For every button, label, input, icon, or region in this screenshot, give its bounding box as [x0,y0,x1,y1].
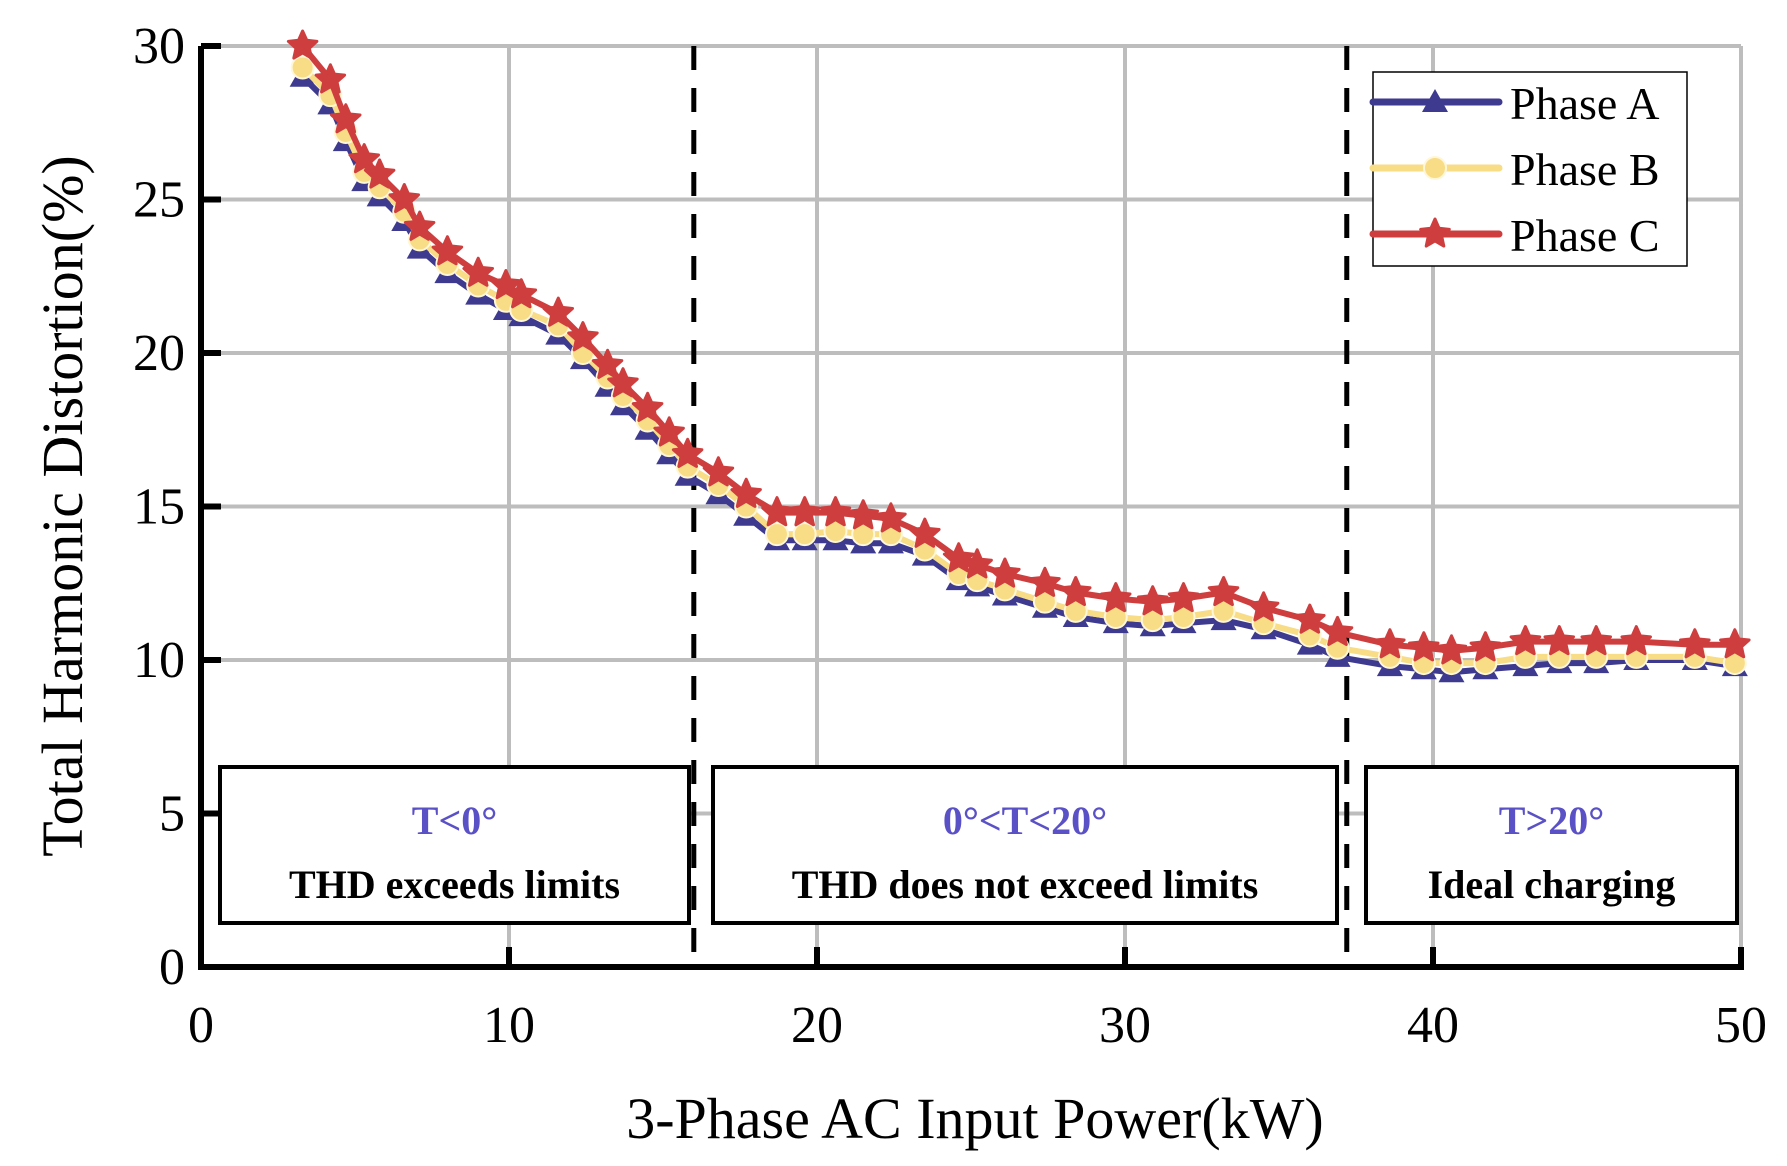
star-marker [989,557,1021,588]
grid [199,44,1743,969]
star-marker [505,278,538,309]
star-marker [403,210,436,241]
y-tick-label: 10 [133,632,185,689]
star-marker [1408,631,1440,662]
y-tick-label: 15 [133,479,185,536]
legend-item: Phase C [1369,210,1660,261]
star-marker [875,502,907,533]
star-marker [1137,585,1169,616]
series-phase-c [286,29,1751,665]
x-tick-label: 20 [791,997,843,1054]
x-tick-label: 40 [1407,997,1459,1054]
legend-item: Phase B [1369,144,1660,195]
star-marker [1207,576,1240,607]
star-marker [1029,566,1061,597]
star-marker [631,391,664,422]
star-marker [431,235,464,266]
star-marker [909,517,941,548]
annotation-frame [218,765,691,925]
y-tick-label: 20 [133,325,185,382]
star-marker [671,437,704,468]
star-marker [286,29,319,60]
star-marker [788,496,821,527]
region-dividers [691,46,1350,967]
annotation-text: Ideal charging [1428,862,1676,907]
annotation-box: T>20° Ideal charging [1364,765,1739,925]
x-tick-label: 10 [483,997,535,1054]
star-marker [653,416,685,447]
annotation-frame [1364,765,1739,925]
x-tick-label: 50 [1715,997,1767,1054]
star-marker [330,103,362,134]
star-marker [1419,217,1451,248]
region-annotations: T<0° THD exceeds limits 0°<T<20° THD does n… [218,765,1739,925]
star-marker [1100,582,1132,613]
legend: Phase A Phase B Phase C [1369,71,1688,267]
x-tick-label: 0 [188,997,214,1054]
y-axis-label: Total Harmonic Distortion(%) [30,155,95,856]
legend-label: Phase B [1510,144,1660,195]
y-tick-label: 30 [133,18,185,75]
circle-marker [764,522,789,547]
star-marker [847,499,879,530]
annotation-text: THD does not exceed limits [792,862,1259,907]
star-marker [819,496,852,527]
circle-marker [792,522,817,547]
star-marker [1167,582,1200,613]
y-tick-label: 0 [159,939,185,996]
star-marker [542,296,574,327]
annotation-frame [711,765,1339,925]
axes: 0 10 20 30 40 50 0 5 10 15 20 25 30 [133,18,1767,1054]
star-marker [1543,625,1575,656]
x-axis-label: 3-Phase AC Input Power(kW) [626,1086,1324,1151]
star-marker [730,477,762,508]
star-marker [1321,615,1354,646]
star-marker [363,158,396,189]
star-marker [462,256,494,287]
star-marker [1469,631,1502,662]
star-marker [591,348,624,379]
star-marker [388,183,420,214]
y-tick-label: 5 [159,786,185,843]
star-marker [1435,634,1468,665]
star-marker [1580,625,1612,656]
star-marker [1509,625,1542,656]
star-marker [1247,591,1280,622]
star-marker [348,143,380,174]
annotation-box: T<0° THD exceeds limits [218,765,691,925]
star-marker [761,496,793,527]
legend-item: Phase A [1369,78,1660,129]
circle-marker [290,55,315,80]
star-marker [1620,625,1652,656]
triangle-marker [1422,89,1448,112]
star-marker [1374,628,1406,659]
star-marker [607,367,639,398]
y-tick-label: 25 [133,172,185,229]
legend-label: Phase C [1510,210,1660,261]
star-marker [961,548,993,579]
star-marker [702,456,735,487]
star-marker [314,63,347,94]
annotation-title: T>20° [1499,798,1604,843]
star-marker [1679,628,1711,659]
annotation-title: 0°<T<20° [943,798,1107,843]
star-marker [1719,628,1751,659]
annotation-box: 0°<T<20° THD does not exceed limits [711,765,1339,925]
star-marker [1294,603,1326,634]
series-group [286,29,1751,683]
annotation-text: THD exceeds limits [289,862,620,907]
axis-lines [198,46,1744,970]
x-tick-label: 30 [1099,997,1151,1054]
legend-label: Phase A [1510,78,1660,129]
circle-marker [1423,156,1447,180]
annotation-title: T<0° [412,798,497,843]
star-marker [567,321,599,352]
star-marker [1060,576,1092,607]
